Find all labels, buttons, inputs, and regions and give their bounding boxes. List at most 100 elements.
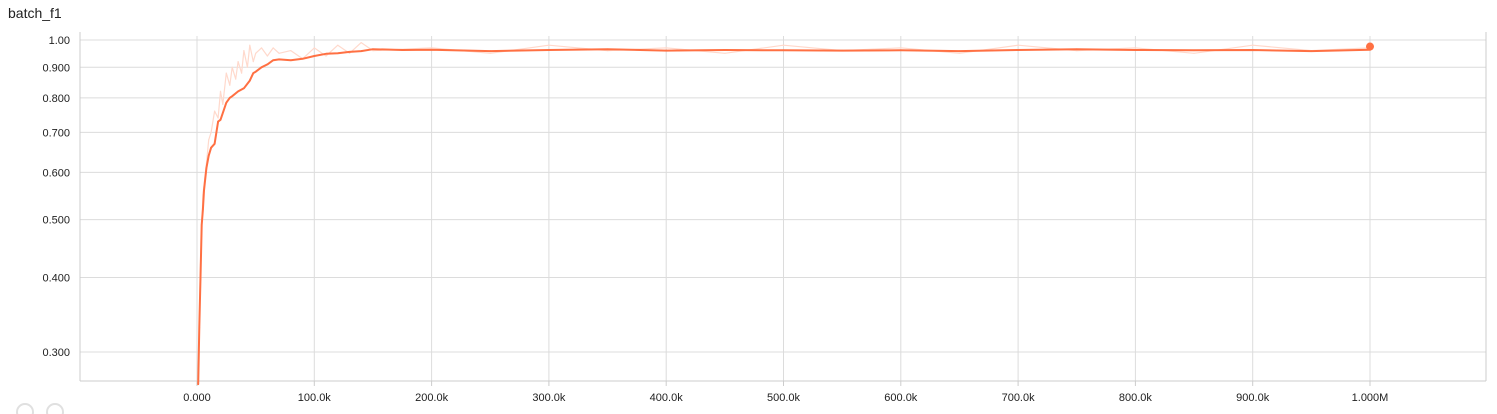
y-tick-label-2: 0.500 [42, 215, 70, 227]
raw-point-4 [208, 139, 210, 141]
smoothed-point-16 [243, 87, 245, 90]
y-tick-label-4: 0.700 [42, 127, 70, 139]
raw-point-41 [900, 47, 902, 49]
smoothed-point-1 [198, 326, 201, 329]
raw-point-31 [360, 42, 362, 44]
raw-point-20 [255, 52, 257, 54]
smoothed-point-4 [202, 208, 204, 211]
x-tick-label-1: 100.0k [298, 392, 332, 404]
x-tick-label-5: 500.0k [767, 392, 801, 404]
smoothed-point-3 [200, 224, 203, 226]
raw-point-30 [348, 52, 351, 54]
raw-point-5 [210, 131, 212, 133]
raw-point-16 [243, 50, 245, 52]
x-tick-label-7: 700.0k [1002, 392, 1036, 404]
markers [1366, 42, 1374, 51]
smoothed-point-35 [548, 49, 550, 51]
raw-point-43 [1017, 44, 1019, 46]
smoothed-point-12 [225, 101, 228, 104]
x-tick-label-9: 900.0k [1236, 392, 1270, 404]
raw-point-9 [222, 103, 224, 105]
raw-point-34 [489, 52, 491, 54]
x-tick-label-6: 600.0k [884, 392, 918, 404]
raw-point-24 [278, 52, 280, 54]
axes [79, 32, 1487, 382]
x-tick-label-4: 400.0k [650, 392, 684, 404]
x-gridlines [196, 36, 1371, 386]
raw-point-33 [431, 47, 433, 49]
smoothed-point-23 [278, 58, 280, 61]
smoothed-point-24 [290, 59, 292, 61]
raw-point-21 [260, 47, 263, 49]
smoothed-point-21 [266, 63, 269, 66]
raw-point-8 [219, 90, 222, 92]
raw-point-17 [246, 66, 248, 68]
smoothed-point-39 [782, 49, 785, 52]
last-value-marker[interactable] [1366, 42, 1374, 51]
raw-point-14 [237, 61, 239, 63]
x-tick-label-8: 800.0k [1119, 392, 1153, 404]
smoothed-point-17 [249, 79, 251, 82]
smoothed-point-9 [213, 143, 216, 145]
raw-point-23 [272, 47, 274, 49]
smoothed-point-36 [606, 48, 609, 50]
smoothed-point-14 [231, 95, 233, 97]
raw-point-18 [249, 44, 251, 46]
raw-point-42 [958, 52, 961, 54]
smoothed-point-5 [203, 189, 205, 192]
x-tick-labels: 0.000 100.0k 200.0k 300.0k 400.0k 500.0k 600.0… [183, 392, 1388, 404]
x-tick-label-2: 200.0k [415, 392, 449, 404]
y-tick-labels: 0.300 0.400 0.500 0.600 0.700 0.800 0.900 1.00 [42, 35, 70, 359]
smoothed-point-43 [1017, 49, 1019, 51]
smoothed-point-6 [205, 167, 208, 169]
smoothed-point-15 [237, 90, 239, 93]
raw-point-38 [724, 52, 726, 54]
raw-point-15 [241, 72, 243, 74]
raw-point-44 [1076, 50, 1078, 52]
smoothed-point-45 [1134, 49, 1137, 51]
smoothed-point-30 [360, 50, 363, 52]
raw-point-27 [313, 47, 315, 49]
y-tick-label-7: 1.00 [49, 35, 70, 47]
y-tick-label-5: 0.800 [42, 93, 70, 105]
smoothed-point-41 [900, 49, 902, 52]
y-tick-label-0: 0.300 [42, 347, 70, 359]
smoothed-point-26 [313, 55, 316, 57]
x-tick-label-3: 300.0k [532, 392, 566, 404]
raw-point-47 [1252, 44, 1254, 46]
smoothed-point-10 [217, 120, 219, 123]
smoothed-point-2 [199, 276, 202, 279]
smoothed-point-28 [337, 52, 339, 55]
smoothed-point-48 [1310, 50, 1313, 52]
smoothed-point-31 [372, 48, 374, 50]
smoothed-point-33 [430, 49, 433, 51]
raw-series [197, 41, 1371, 380]
raw-point-12 [231, 66, 233, 68]
x-tick-label-10: 1.000M [1352, 392, 1389, 404]
chart-title: batch_f1 [8, 5, 62, 21]
raw-point-7 [217, 117, 219, 119]
smoothed-point-20 [260, 66, 263, 69]
smoothed-point-42 [958, 50, 961, 52]
raw-point-35 [548, 44, 550, 46]
smoothed-point-32 [401, 49, 404, 51]
smoothed-point-34 [489, 50, 492, 52]
raw-point-25 [290, 50, 292, 52]
smoothed-point-11 [219, 119, 222, 121]
raw-point-39 [782, 44, 785, 46]
raw-point-37 [665, 47, 667, 49]
smoothed-point-13 [229, 97, 231, 99]
smoothed-series-line [197, 48, 1371, 386]
raw-point-29 [337, 44, 339, 46]
smoothed-point-8 [210, 146, 212, 149]
smoothed-point-25 [301, 58, 304, 60]
raw-point-22 [266, 55, 268, 57]
raw-point-36 [606, 50, 609, 52]
smoothed-point-7 [207, 154, 210, 157]
smoothed-point-37 [665, 49, 667, 52]
x-tick-label-0: 0.000 [183, 392, 211, 404]
smoothed-point-19 [254, 70, 257, 73]
smoothed-point-22 [272, 59, 275, 61]
raw-point-32 [372, 50, 374, 52]
